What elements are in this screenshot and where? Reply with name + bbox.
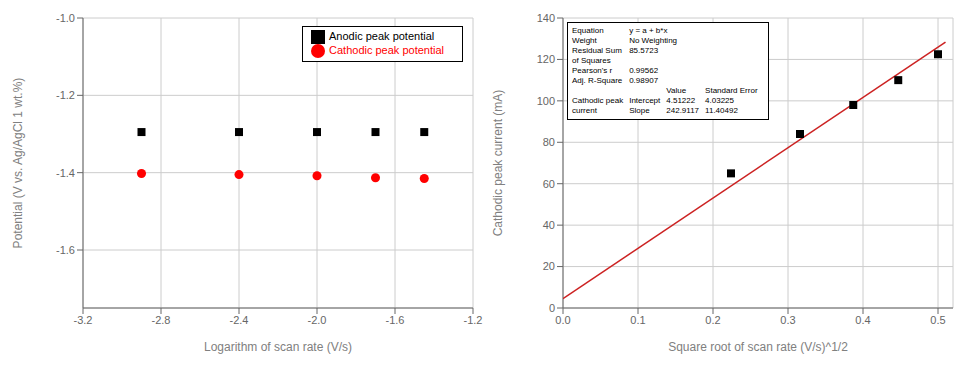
html-text:Pearson's r: Pearson's r: [572, 66, 613, 75]
html-text:y = a + b*x: y = a + b*x: [629, 26, 668, 35]
html-text:Residual Sum: Residual Sum: [572, 46, 622, 55]
html-text:85.5723: 85.5723: [629, 46, 659, 55]
html-text:Standard Error: Standard Error: [705, 86, 758, 95]
svg-text:140: 140: [537, 12, 555, 24]
svg-text:0.1: 0.1: [630, 314, 645, 326]
svg-text:100: 100: [537, 95, 555, 107]
html-text:current: current: [572, 106, 597, 115]
html-text:Cathodic peak: Cathodic peak: [572, 96, 624, 105]
html-text:Intercept: Intercept: [629, 96, 661, 105]
svg-text:0.0: 0.0: [555, 314, 570, 326]
svg-text:0.2: 0.2: [705, 314, 720, 326]
svg-text:-1.6: -1.6: [56, 244, 75, 256]
html-text:No Weighting: No Weighting: [629, 36, 677, 45]
svg-text:-1.0: -1.0: [56, 12, 75, 24]
html-text:11.40492: 11.40492: [705, 106, 738, 115]
html-text:Equation: Equation: [572, 26, 604, 35]
html-text:Slope: Slope: [629, 106, 650, 115]
svg-text:120: 120: [537, 53, 555, 65]
html-text:242.9117: 242.9117: [666, 106, 700, 115]
html-text:Adj. R-Square: Adj. R-Square: [572, 76, 623, 85]
html-text:0.98907: 0.98907: [629, 76, 659, 85]
svg-text:-1.6: -1.6: [386, 314, 405, 326]
svg-text:-1.2: -1.2: [464, 314, 483, 326]
svg-text:-2.4: -2.4: [230, 314, 249, 326]
svg-text:80: 80: [543, 136, 555, 148]
html-text:Anodic peak potential: Anodic peak potential: [329, 30, 435, 42]
svg-text:40: 40: [543, 219, 555, 231]
svg-text:0: 0: [549, 302, 555, 314]
svg-text:0.3: 0.3: [780, 314, 795, 326]
svg-text:Square root of scan rate (V/s): Square root of scan rate (V/s)^1/2: [668, 340, 848, 354]
svg-text:-2.8: -2.8: [152, 314, 171, 326]
svg-text:0.4: 0.4: [855, 314, 870, 326]
html-text:4.51222: 4.51222: [666, 96, 696, 105]
html-text:Weight: Weight: [572, 36, 597, 45]
svg-text:-2.0: -2.0: [308, 314, 327, 326]
html-text:4.03225: 4.03225: [705, 96, 734, 105]
svg-text:0.5: 0.5: [930, 314, 945, 326]
svg-text:Logarithm of scan rate (V/s): Logarithm of scan rate (V/s): [204, 340, 352, 354]
svg-text:Cathodic peak current (mA): Cathodic peak current (mA): [491, 90, 505, 237]
html-text:0.99562: 0.99562: [629, 66, 659, 75]
svg-text:Potential (V vs. Ag/AgCl 1 wt.: Potential (V vs. Ag/AgCl 1 wt.%): [11, 78, 25, 249]
svg-text:-1.2: -1.2: [56, 89, 75, 101]
html-text:of Squares: of Squares: [572, 56, 611, 65]
svg-text:-3.2: -3.2: [74, 314, 93, 326]
html-text:Cathodic peak potential: Cathodic peak potential: [329, 44, 444, 57]
html-text:Value: Value: [666, 86, 687, 95]
svg-text:60: 60: [543, 178, 555, 190]
svg-text:-1.4: -1.4: [56, 167, 75, 179]
svg-text:20: 20: [543, 260, 555, 272]
